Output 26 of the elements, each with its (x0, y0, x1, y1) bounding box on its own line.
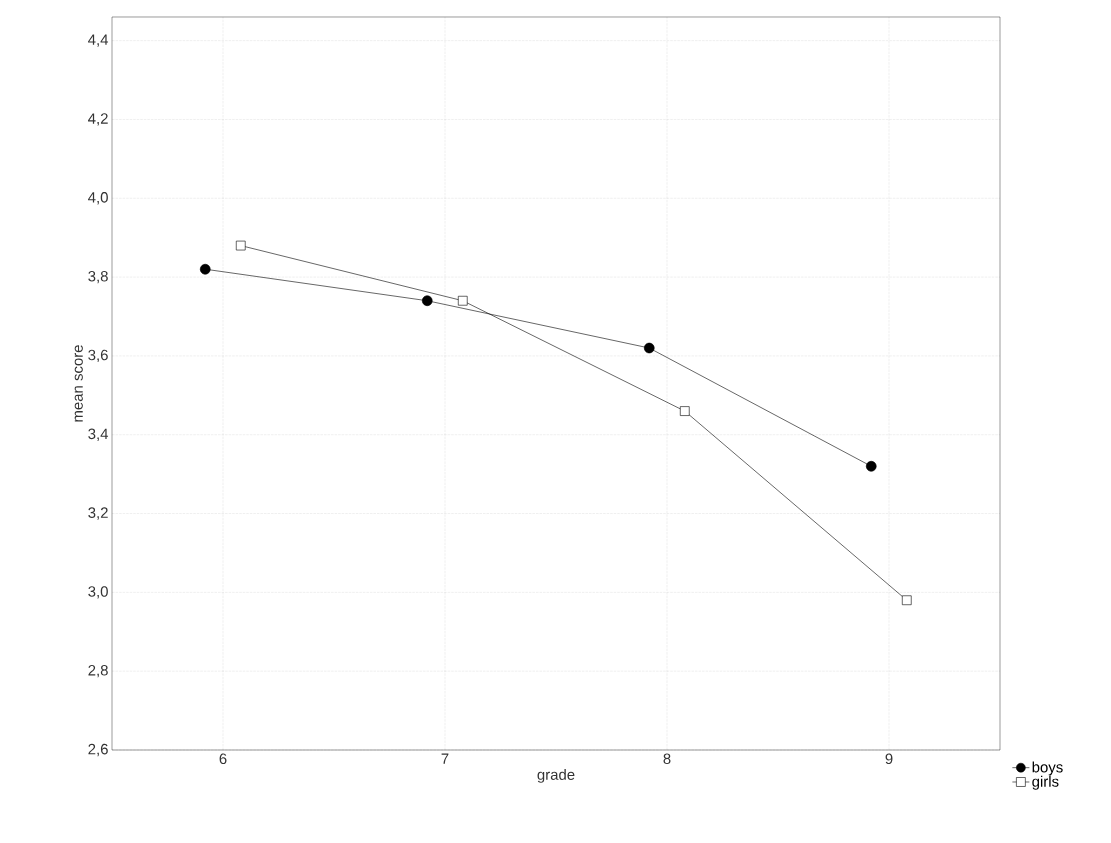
x-tick-label: 7 (441, 753, 449, 764)
x-tick-label: 8 (663, 753, 671, 765)
point (235, 240, 246, 251)
y-tick-label: 3,4 (88, 428, 109, 441)
point (679, 406, 690, 416)
x-tick-label: 9 (885, 753, 893, 765)
legend-label: boys (1032, 761, 1063, 776)
x-tick-label: 6 (219, 753, 227, 765)
y-tick-label: 2,6 (88, 743, 108, 757)
y-tick-label: 3,8 (88, 270, 108, 284)
point (421, 295, 433, 307)
x-axis-title: grade (537, 768, 575, 783)
point (457, 295, 468, 306)
y-tick-label: 3,0 (88, 586, 108, 599)
y-tick-label: 4,2 (88, 113, 108, 126)
point (901, 595, 912, 606)
y-tick-label: 3,6 (88, 349, 108, 363)
point (199, 263, 211, 275)
y-tick-label: 2,8 (88, 665, 108, 678)
y-axis-title: mean score (74, 345, 83, 422)
y-tick-label: 4,0 (88, 192, 108, 205)
point (865, 460, 877, 472)
point (643, 342, 655, 354)
legend-label: girls (1032, 775, 1059, 790)
y-tick-label: 4,4 (88, 34, 109, 47)
y-tick-label: 3,2 (88, 507, 108, 520)
